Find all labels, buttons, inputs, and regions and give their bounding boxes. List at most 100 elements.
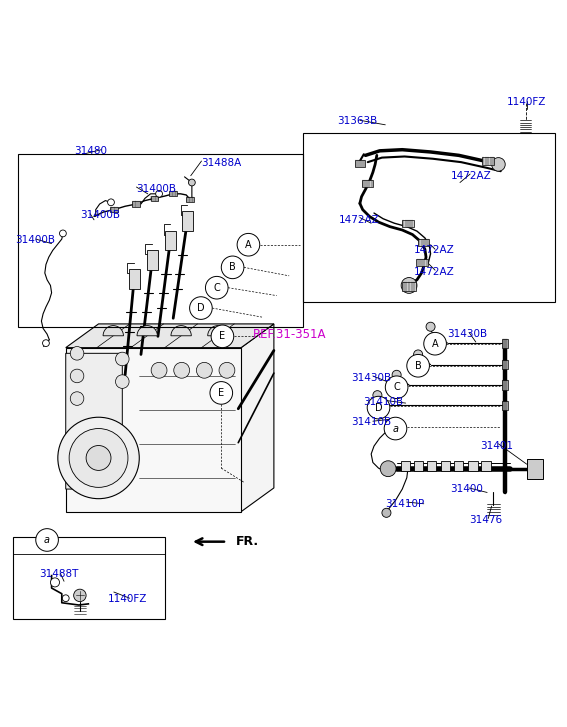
Bar (169, 191, 177, 196)
Text: B: B (414, 361, 421, 371)
Text: a: a (44, 535, 50, 545)
Bar (18, 154, 303, 326)
Bar (402, 282, 416, 291)
Text: REF.31-351A: REF.31-351A (252, 328, 326, 340)
Wedge shape (103, 326, 124, 336)
Text: E: E (219, 332, 226, 342)
Bar (110, 207, 118, 212)
Circle shape (401, 278, 417, 294)
Circle shape (58, 417, 139, 499)
Circle shape (62, 595, 69, 602)
Bar (502, 339, 508, 348)
Polygon shape (241, 324, 274, 512)
Bar (165, 230, 176, 250)
Text: 31400B: 31400B (15, 236, 55, 245)
Text: 1472AZ: 1472AZ (339, 215, 380, 225)
Bar (416, 260, 428, 266)
Circle shape (116, 352, 129, 366)
Bar (303, 133, 555, 302)
Bar (147, 250, 158, 270)
Text: 31430B: 31430B (352, 373, 391, 382)
Bar (400, 461, 409, 471)
Bar (427, 461, 436, 471)
Text: 1472AZ: 1472AZ (413, 267, 454, 277)
Text: 31430B: 31430B (447, 329, 488, 339)
Text: 31410P: 31410P (386, 499, 425, 509)
Circle shape (373, 390, 382, 400)
Circle shape (424, 332, 446, 355)
Circle shape (237, 233, 260, 256)
Text: E: E (218, 388, 225, 398)
Text: B: B (229, 262, 236, 273)
Bar (13, 537, 165, 619)
Wedge shape (208, 326, 228, 336)
Polygon shape (66, 324, 274, 348)
Circle shape (205, 276, 228, 299)
Circle shape (74, 589, 86, 602)
Circle shape (36, 529, 58, 551)
Circle shape (188, 179, 195, 186)
Wedge shape (171, 326, 191, 336)
Text: 1140FZ: 1140FZ (507, 97, 546, 107)
Bar (129, 269, 140, 289)
Circle shape (70, 369, 84, 382)
Circle shape (108, 199, 115, 206)
Circle shape (392, 370, 401, 379)
Circle shape (156, 190, 163, 197)
Polygon shape (66, 353, 122, 489)
Circle shape (426, 322, 435, 332)
Text: 31363B: 31363B (337, 116, 378, 126)
Circle shape (196, 362, 212, 378)
Text: A: A (245, 240, 252, 249)
Bar (181, 212, 193, 231)
Text: D: D (197, 303, 205, 313)
Circle shape (43, 340, 49, 347)
Bar (151, 196, 159, 201)
Circle shape (116, 375, 129, 388)
Circle shape (50, 578, 60, 587)
Text: 31480: 31480 (74, 146, 107, 156)
Bar (133, 201, 141, 206)
Text: 1472AZ: 1472AZ (450, 171, 491, 181)
Circle shape (407, 355, 429, 377)
Circle shape (60, 230, 66, 237)
Circle shape (384, 417, 407, 440)
Text: FR.: FR. (235, 535, 259, 548)
Circle shape (221, 256, 244, 278)
Circle shape (174, 362, 189, 378)
Text: D: D (375, 403, 382, 413)
Bar (186, 197, 194, 202)
Bar (454, 461, 463, 471)
Text: 31400: 31400 (450, 484, 483, 494)
Bar (441, 461, 450, 471)
Bar (502, 360, 508, 369)
Text: 31401: 31401 (480, 441, 513, 451)
Text: 31476: 31476 (469, 515, 502, 525)
Text: 31488A: 31488A (201, 158, 242, 168)
Bar (481, 461, 490, 471)
Text: 31410B: 31410B (363, 397, 403, 407)
Circle shape (70, 347, 84, 360)
Bar (362, 180, 373, 187)
Bar (402, 220, 413, 227)
Circle shape (211, 325, 234, 348)
Text: 1472AZ: 1472AZ (413, 246, 454, 255)
Circle shape (86, 446, 111, 470)
Text: A: A (432, 339, 438, 349)
Bar (413, 461, 422, 471)
Wedge shape (137, 326, 158, 336)
Bar (527, 459, 543, 479)
Circle shape (69, 428, 128, 487)
Text: 31488T: 31488T (39, 569, 79, 579)
Circle shape (413, 350, 422, 359)
Circle shape (210, 382, 232, 404)
Circle shape (391, 423, 400, 432)
Bar (468, 461, 477, 471)
Text: 31410B: 31410B (352, 417, 391, 427)
Bar (502, 380, 508, 390)
Text: 31400B: 31400B (80, 210, 120, 220)
Text: 31400B: 31400B (137, 184, 176, 194)
Bar (502, 401, 508, 410)
Circle shape (382, 508, 391, 518)
Text: 1140FZ: 1140FZ (108, 595, 147, 604)
